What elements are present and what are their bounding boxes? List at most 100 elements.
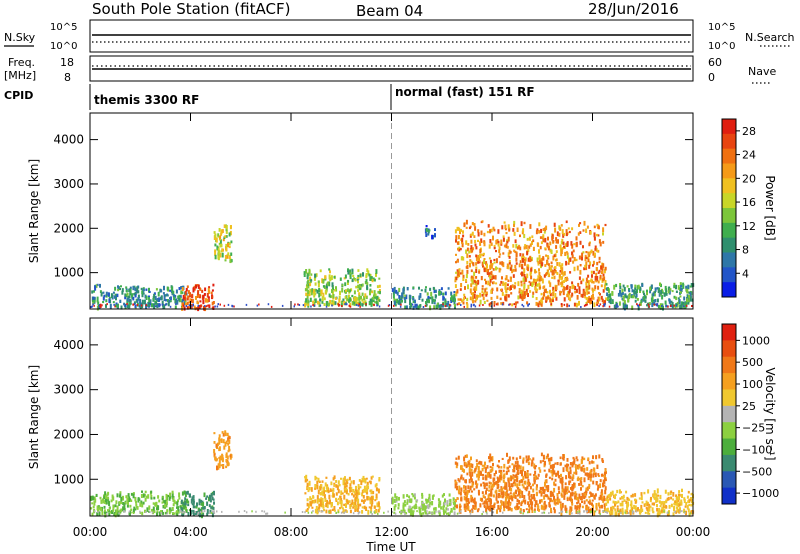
nsky-label: N.Sky	[4, 31, 36, 44]
echo-cell	[475, 268, 478, 273]
echo-cell	[518, 263, 521, 268]
echo-cell	[403, 500, 406, 504]
echo-cell	[332, 493, 335, 498]
echo-cell	[540, 493, 543, 497]
echo-cell	[566, 467, 569, 472]
echo-cell	[483, 241, 486, 247]
echo-cell	[600, 498, 603, 500]
echo-cell	[493, 244, 496, 248]
echo-cell	[353, 300, 356, 305]
echo-cell	[521, 271, 523, 277]
echo-cell	[595, 481, 598, 484]
echo-cell	[445, 507, 448, 511]
echo-cell	[668, 504, 671, 509]
echo-cell	[203, 492, 206, 498]
nave-tick-high: 60	[708, 56, 722, 69]
echo-cell	[596, 488, 599, 491]
ground-scatter-cell	[145, 511, 147, 513]
echo-cell	[433, 302, 436, 305]
ground-scatter-cell	[543, 511, 546, 514]
echo-cell	[326, 282, 329, 286]
echo-cell	[586, 290, 589, 295]
echo-cell	[165, 512, 168, 515]
echo-cell	[481, 261, 484, 266]
echo-cell	[141, 290, 144, 295]
echo-cell	[320, 289, 323, 295]
echo-cell	[360, 284, 363, 288]
echo-cell	[455, 253, 457, 256]
echo-cell	[185, 288, 188, 292]
echo-cell	[496, 464, 499, 468]
ground-scatter-cell	[534, 510, 536, 513]
echo-cell	[147, 494, 150, 499]
echo-cell	[464, 509, 467, 512]
echo-cell	[560, 249, 563, 254]
echo-cell	[587, 280, 590, 285]
echo-cell	[442, 292, 445, 295]
echo-cell	[610, 491, 612, 496]
echo-cell	[477, 261, 480, 264]
echo-cell	[505, 243, 508, 249]
echo-cell	[150, 497, 153, 500]
echo-cell	[162, 511, 164, 515]
echo-cell	[455, 482, 458, 486]
colorbar-frame	[721, 323, 737, 505]
echo-cell	[598, 496, 601, 501]
echo-cell	[191, 293, 194, 298]
echo-cell	[487, 224, 490, 228]
ground-scatter-cell	[349, 305, 352, 308]
echo-cell	[538, 249, 540, 254]
echo-cell	[665, 499, 668, 503]
echo-cell	[428, 511, 431, 515]
echo-cell	[582, 278, 585, 282]
echo-cell	[491, 466, 494, 472]
echo-cell	[445, 303, 448, 307]
colorbar-tick-label: 20	[742, 172, 756, 185]
echo-cell	[120, 496, 123, 502]
echo-cell	[545, 254, 548, 257]
echo-cell	[376, 285, 379, 289]
ground-scatter-cell	[422, 306, 425, 308]
ground-scatter-cell	[424, 304, 427, 307]
echo-cell	[577, 466, 580, 470]
echo-cell	[559, 456, 562, 460]
echo-cell	[643, 491, 646, 495]
echo-cell	[192, 513, 195, 516]
echo-cell	[200, 502, 203, 506]
freq-tick-low: 8	[64, 71, 71, 84]
echo-cell	[539, 245, 542, 250]
echo-cell	[424, 288, 427, 293]
ground-scatter-cell	[338, 303, 341, 306]
echo-cell	[440, 506, 443, 510]
echo-cell	[622, 284, 625, 288]
echo-cell	[508, 477, 511, 481]
echo-cell	[211, 301, 214, 306]
echo-cell	[659, 282, 661, 287]
echo-cell	[604, 280, 607, 285]
echo-cell	[547, 236, 549, 241]
echo-cell	[587, 506, 590, 512]
echo-cell	[673, 295, 676, 299]
echo-cell	[195, 296, 197, 300]
echo-cell	[397, 507, 400, 510]
echo-cell	[413, 505, 416, 508]
echo-cell	[172, 497, 175, 502]
echo-cell	[217, 233, 220, 237]
echo-cell	[538, 277, 541, 282]
echo-cell	[508, 506, 511, 511]
echo-cell	[586, 506, 589, 510]
colorbar-tick-label: 500	[742, 356, 763, 369]
echo-cell	[369, 284, 372, 287]
echo-cell	[634, 299, 637, 303]
ground-scatter-cell	[414, 303, 416, 306]
echo-cell	[164, 499, 167, 505]
echo-cell	[350, 486, 353, 490]
echo-cell	[690, 510, 693, 513]
echo-cell	[457, 271, 460, 277]
echo-cell	[489, 272, 492, 275]
echo-cell	[481, 491, 484, 494]
echo-cell	[506, 494, 509, 497]
echo-cell	[611, 299, 614, 302]
echo-cell	[492, 462, 494, 467]
